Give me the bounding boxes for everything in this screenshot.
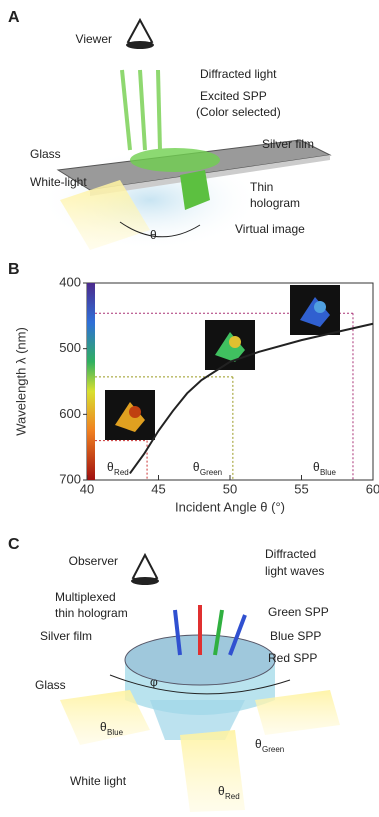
marker-label-symbol: θ: [107, 460, 114, 474]
angle-label-subscript: Red: [225, 792, 240, 801]
label: Thin: [250, 180, 273, 194]
page: { "panel_a": {"letter": "A", "labels": […: [0, 0, 379, 817]
label: Silver film: [262, 137, 314, 151]
thumbnail-figure: [229, 336, 241, 348]
label: θ: [150, 228, 157, 242]
y-tick-label: 600: [59, 406, 81, 421]
panel-letter: A: [8, 9, 20, 26]
panel-letter: C: [8, 536, 20, 553]
label: Blue SPP: [270, 629, 321, 643]
label: (Color selected): [196, 105, 281, 119]
angle-label-symbol: θ: [218, 784, 225, 798]
label: Viewer: [76, 32, 112, 46]
figure: A Viewer Diffracted light Excited SPP (Color…: [0, 0, 379, 817]
label: Glass: [35, 678, 66, 692]
label: White-light: [30, 175, 87, 189]
x-tick-label: 40: [80, 481, 94, 496]
label: Virtual image: [235, 222, 305, 236]
label: Red SPP: [268, 651, 317, 665]
color-bar: [87, 283, 95, 480]
x-tick-label: 45: [151, 481, 165, 496]
x-tick-label: 50: [223, 481, 237, 496]
y-axis-label: Wavelength λ (nm): [13, 327, 28, 436]
label: hologram: [250, 196, 300, 210]
thumbnail-figure: [314, 301, 326, 313]
angle-label-subscript: Green: [262, 745, 284, 754]
label: White light: [70, 774, 127, 788]
x-tick-label: 55: [294, 481, 308, 496]
x-axis-label: Incident Angle θ (°): [175, 499, 285, 514]
marker-label-subscript: Green: [200, 468, 222, 477]
label: Multiplexed: [55, 590, 116, 604]
marker-label-subscript: Red: [114, 468, 129, 477]
label: Observer: [69, 554, 118, 568]
label: Silver film: [40, 629, 92, 643]
label: Diffracted: [265, 547, 316, 561]
label: Green SPP: [268, 605, 329, 619]
thumbnail-figure: [129, 406, 141, 418]
marker-label-symbol: θ: [193, 460, 200, 474]
angle-label-subscript: Blue: [107, 728, 124, 737]
label: φ: [150, 675, 158, 689]
angle-label-symbol: θ: [255, 737, 262, 751]
y-tick-label: 700: [59, 471, 81, 486]
panel-a-drawing: [40, 20, 330, 250]
label: Diffracted light: [200, 67, 277, 81]
label: Excited SPP: [200, 89, 267, 103]
x-tick-label: 60: [366, 481, 379, 496]
y-tick-label: 400: [59, 274, 81, 289]
y-tick-label: 500: [59, 340, 81, 355]
panel-letter: B: [8, 261, 20, 278]
label: thin hologram: [55, 606, 128, 620]
marker-label-subscript: Blue: [320, 468, 337, 477]
label: Glass: [30, 147, 61, 161]
marker-label-symbol: θ: [313, 460, 320, 474]
label: light waves: [265, 564, 324, 578]
angle-label-symbol: θ: [100, 720, 107, 734]
